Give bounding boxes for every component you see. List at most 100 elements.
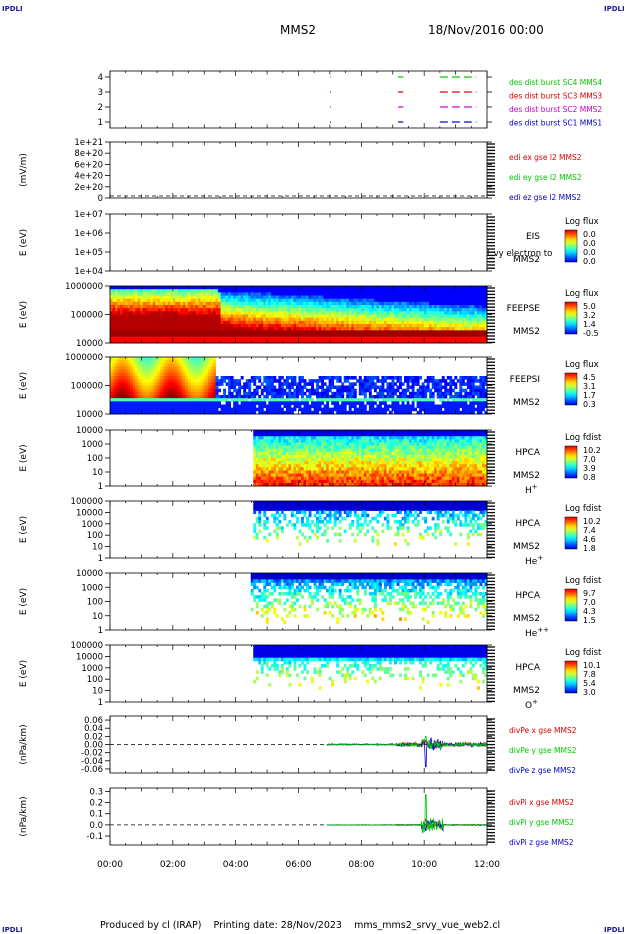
heatmap-cell: [436, 391, 440, 396]
heatmap-cell: [112, 311, 116, 315]
heatmap-cell: [454, 320, 458, 325]
heatmap-cell: [192, 339, 196, 344]
heatmap-cell: [429, 292, 433, 296]
heatmap-cell: [290, 379, 294, 383]
heatmap-cell: [190, 388, 194, 393]
heatmap-cell: [112, 330, 116, 334]
heatmap-cell: [290, 305, 294, 309]
heatmap-cell: [386, 308, 390, 312]
heatmap-cell: [177, 382, 181, 386]
heatmap-cell: [240, 311, 244, 315]
heatmap-cell: [263, 289, 267, 293]
heatmap-cell: [250, 314, 254, 319]
heatmap-cell: [208, 404, 211, 409]
heatmap-cell: [142, 289, 146, 293]
heatmap-cell: [341, 314, 345, 319]
heatmap-cell: [439, 398, 443, 402]
heatmap-cell: [152, 330, 156, 334]
heatmap-cell: [268, 379, 272, 383]
heatmap-cell: [110, 336, 113, 341]
heatmap-cell: [130, 286, 134, 290]
heatmap-cell: [122, 363, 126, 367]
heatmap-cell: [471, 301, 475, 306]
heatmap-cell: [416, 395, 420, 399]
heatmap-cell: [192, 369, 196, 374]
heatmap-cell: [243, 292, 247, 296]
heatmap-cell: [363, 308, 367, 312]
heatmap-cell: [245, 324, 249, 328]
heatmap-cell: [285, 289, 289, 293]
heatmap-cell: [298, 324, 302, 328]
heatmap-cell: [346, 314, 350, 319]
heatmap-cell: [215, 289, 219, 293]
heatmap-cell: [469, 339, 473, 344]
heatmap-cell: [115, 330, 118, 334]
heatmap-cell: [401, 395, 405, 399]
heatmap-cell: [280, 382, 284, 386]
heatmap-cell: [223, 292, 227, 296]
colorbar-tick-3-1: 3.2: [583, 311, 596, 320]
heatmap-cell: [268, 339, 272, 344]
heatmap-cell: [270, 407, 274, 412]
heatmap-cell: [127, 401, 131, 405]
heatmap-cell: [130, 330, 134, 334]
heatmap-cell: [205, 298, 209, 303]
heatmap-cell: [479, 407, 483, 412]
heatmap-cell: [182, 308, 186, 312]
heatmap-cell: [175, 379, 179, 383]
heatmap-cell: [353, 292, 357, 296]
heatmap-cell: [363, 333, 367, 338]
heatmap-cell: [471, 385, 475, 390]
heatmap-cell: [388, 339, 392, 344]
heatmap-cell: [346, 376, 350, 380]
heatmap-cell: [434, 404, 438, 409]
heatmap-cell: [213, 298, 216, 303]
heatmap-cell: [326, 385, 330, 390]
heatmap-cell: [117, 324, 121, 328]
heatmap-cell: [208, 357, 211, 361]
heatmap-cell: [358, 330, 362, 334]
heatmap-cell: [456, 311, 460, 315]
heatmap-cell: [182, 385, 186, 390]
heatmap-cell: [192, 395, 196, 399]
heatmap-cell: [396, 339, 400, 344]
heatmap-cell: [182, 339, 186, 344]
heatmap-cell: [195, 305, 199, 309]
heatmap-cell: [155, 395, 159, 399]
heatmap-cell: [177, 305, 181, 309]
heatmap-cell: [288, 292, 292, 296]
heatmap-cell: [210, 379, 214, 383]
heatmap-cell: [283, 382, 287, 386]
heatmap-cell: [185, 298, 189, 303]
heatmap-cell: [321, 376, 325, 380]
heatmap-cell: [358, 398, 362, 402]
heatmap-cell: [343, 298, 347, 303]
heatmap-cell: [117, 385, 121, 390]
heatmap-cell: [323, 382, 327, 386]
heatmap-cell: [142, 401, 146, 405]
heatmap-cell: [394, 391, 397, 396]
heatmap-cell: [429, 301, 433, 306]
heatmap-cell: [343, 388, 347, 393]
heatmap-cell: [409, 317, 412, 322]
heatmap-cell: [318, 295, 322, 300]
heatmap-cell: [205, 407, 209, 412]
heatmap-cell: [218, 382, 221, 386]
heatmap-cell: [301, 391, 304, 396]
heatmap-cell: [426, 410, 430, 415]
heatmap-cell: [328, 314, 332, 319]
heatmap-cell: [150, 324, 154, 328]
heatmap-cell: [411, 311, 415, 315]
heatmap-cell: [303, 289, 307, 293]
heatmap-cell: [338, 320, 342, 325]
heatmap-cell: [394, 410, 397, 415]
heatmap-cell: [180, 385, 184, 390]
heatmap-cell: [326, 298, 330, 303]
heatmap-cell: [172, 388, 176, 393]
panel-frame-edi: [109, 141, 488, 199]
heatmap-cell: [165, 330, 169, 334]
heatmap-cell: [167, 333, 171, 338]
heatmap-cell: [202, 398, 206, 402]
heatmap-cell: [353, 305, 357, 309]
heatmap-cell: [373, 339, 377, 344]
